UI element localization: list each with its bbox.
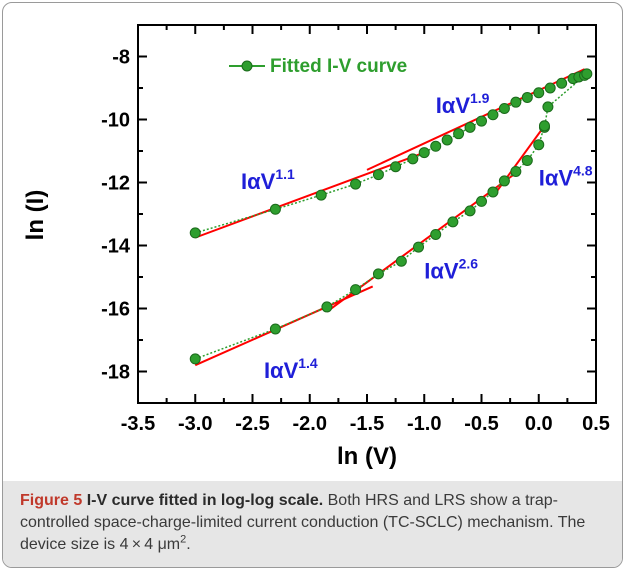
slope-annotation: IαV4.8	[539, 163, 593, 191]
data-point	[510, 165, 522, 177]
data-point	[556, 77, 568, 89]
data-point	[464, 121, 476, 133]
data-point	[269, 203, 281, 215]
axis-ticks	[137, 24, 597, 404]
slope-annotation: IαV1.4	[264, 355, 318, 383]
data-point	[321, 301, 333, 313]
series-curve	[195, 125, 546, 360]
x-axis-label: ln (V)	[337, 443, 397, 470]
fit-lines	[194, 68, 585, 367]
data-point	[453, 128, 465, 140]
slope-annotation: IαV1.9	[436, 90, 490, 118]
data-point	[538, 120, 550, 132]
data-point	[476, 115, 487, 127]
slope-annotation: IαV1.1	[241, 166, 295, 194]
data-point	[533, 139, 545, 151]
data-point	[395, 255, 407, 267]
data-point	[498, 102, 510, 114]
data-point	[544, 82, 556, 94]
data-point	[476, 195, 487, 207]
data-point	[498, 175, 510, 187]
data-markers	[189, 68, 593, 365]
data-point	[189, 227, 201, 239]
data-point	[350, 284, 362, 296]
data-point	[269, 323, 281, 335]
data-point	[315, 189, 327, 201]
caption-text: Both HRS and LRS show a trap-controlled …	[20, 492, 586, 553]
figure-caption: Figure 5 I-V curve fitted in log-log sca…	[20, 490, 615, 556]
caption-end: .	[186, 536, 191, 553]
data-point	[413, 241, 425, 253]
y-tick-labels: -8 -10 -12 -14 -16 -18	[101, 47, 131, 384]
data-point	[581, 68, 593, 80]
x-tick-label: -1.0	[407, 413, 441, 435]
y-tick-label: -12	[101, 173, 130, 195]
fit-line	[194, 151, 425, 239]
slope-annotations: IαV1.9 IαV1.1 IαV4.8 IαV2.6 IαV1.4	[241, 90, 593, 383]
data-point	[447, 216, 459, 228]
caption-figure-label: Figure 5	[20, 492, 83, 509]
x-tick-label: -3.0	[178, 413, 212, 435]
data-point	[372, 169, 384, 181]
data-point	[430, 228, 442, 240]
y-axis-label: ln (I)	[22, 190, 49, 241]
x-tick-label: -2.5	[235, 413, 269, 435]
x-tick-labels: -3.5 -3.0 -2.5 -2.0 -1.5 -1.0 -0.5 0.0 0.5	[121, 413, 610, 435]
data-point	[441, 134, 453, 146]
legend-label: Fitted I-V curve	[270, 56, 407, 77]
x-tick-label: -2.0	[293, 413, 327, 435]
legend: Fitted I-V curve	[229, 56, 407, 77]
y-tick-label: -14	[101, 236, 131, 258]
y-tick-label: -18	[101, 362, 130, 384]
x-tick-label: 0.5	[582, 413, 610, 435]
data-point	[350, 178, 362, 190]
data-point	[407, 153, 419, 165]
x-tick-label: -3.5	[121, 413, 155, 435]
data-point	[542, 101, 554, 113]
caption-superscript: 2	[180, 533, 187, 546]
data-point	[521, 91, 533, 103]
legend-marker	[241, 60, 253, 72]
data-point	[521, 154, 533, 166]
x-tick-label: 0.0	[525, 413, 553, 435]
iv-chart: -3.5 -3.0 -2.5 -2.0 -1.5 -1.0 -0.5 0.0 0.5 -8 -10…	[22, 24, 610, 470]
slope-annotation: IαV2.6	[424, 256, 478, 284]
data-point	[533, 87, 545, 99]
data-point	[487, 109, 499, 121]
y-tick-label: -8	[112, 47, 130, 69]
x-tick-label: -0.5	[464, 413, 498, 435]
y-tick-label: -10	[101, 110, 130, 132]
data-point	[464, 205, 476, 217]
data-point	[390, 161, 402, 173]
data-point	[487, 186, 499, 198]
data-point	[510, 96, 522, 108]
data-point	[189, 353, 201, 365]
caption-background	[3, 481, 622, 567]
data-point	[430, 140, 442, 152]
caption-title: I-V curve fitted in log-log scale.	[86, 492, 324, 509]
data-point	[418, 147, 430, 159]
data-point	[372, 268, 384, 280]
y-tick-label: -16	[101, 299, 130, 321]
plot-area	[137, 24, 597, 404]
x-tick-label: -1.5	[350, 413, 384, 435]
